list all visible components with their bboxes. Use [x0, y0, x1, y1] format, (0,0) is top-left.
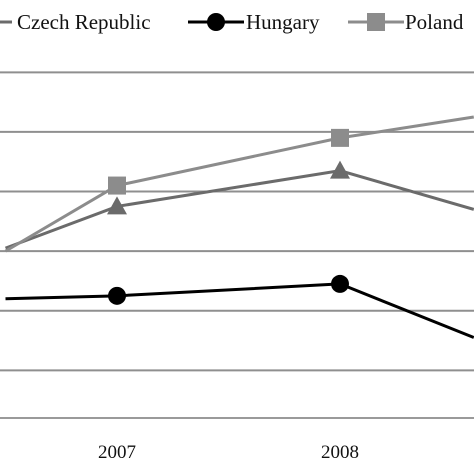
point-poland-2007	[108, 176, 126, 195]
point-czech-republic-2008	[330, 160, 350, 179]
legend-item-poland: Poland	[348, 10, 464, 34]
legend-label-czech-republic: Czech Republic	[17, 10, 151, 34]
series-line-poland	[4, 115, 474, 253]
legend-label-hungary: Hungary	[246, 10, 320, 34]
gridlines	[0, 71, 474, 419]
series-line-czech-republic	[4, 169, 474, 250]
series-markers	[107, 128, 350, 305]
series-line-hungary	[5, 282, 474, 339]
x-tick-label-2008: 2008	[321, 442, 359, 463]
legend-item-hungary: Hungary	[188, 10, 320, 34]
series-lines	[4, 115, 474, 339]
legend-item-czech-republic: Czech Republic	[0, 10, 151, 34]
point-hungary-2008	[331, 274, 349, 293]
x-axis-ticks: 2007 2008	[98, 442, 359, 463]
legend-marker-hungary	[207, 13, 225, 31]
x-tick-label-2007: 2007	[98, 442, 136, 463]
legend-label-poland: Poland	[405, 10, 464, 34]
point-poland-2008	[331, 128, 349, 147]
legend: Czech Republic Hungary Poland	[0, 10, 464, 34]
point-czech-republic-2007	[107, 196, 127, 215]
point-hungary-2007	[108, 286, 126, 305]
legend-marker-poland	[367, 13, 385, 31]
